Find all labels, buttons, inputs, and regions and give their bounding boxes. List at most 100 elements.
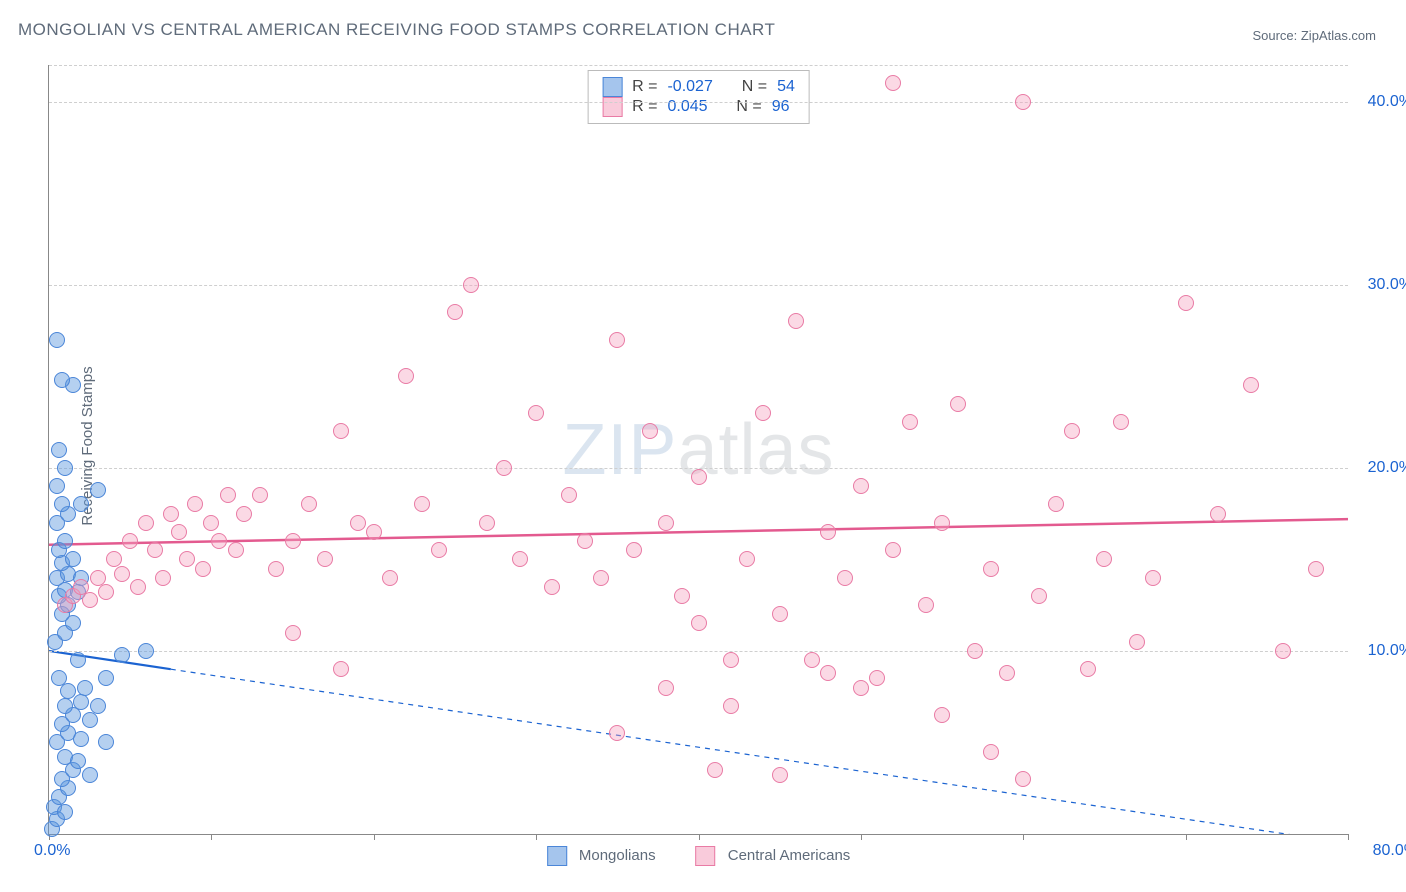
y-tick-label: 20.0% [1353,459,1406,477]
data-point-central-american [187,496,203,512]
data-point-central-american [285,533,301,549]
data-point-mongolian [54,372,70,388]
y-tick-label: 10.0% [1353,642,1406,660]
data-point-central-american [1015,94,1031,110]
data-point-central-american [220,487,236,503]
data-point-central-american [853,478,869,494]
swatch-blue-icon [602,77,622,97]
data-point-central-american [138,515,154,531]
source-link[interactable]: ZipAtlas.com [1301,28,1376,43]
data-point-central-american [195,561,211,577]
data-point-central-american [317,551,333,567]
scatter-plot-area: ZIPatlas R = -0.027 N = 54 R = 0.045 N =… [48,65,1348,835]
n-label: N = [742,78,767,96]
data-point-central-american [114,566,130,582]
legend-label-central-americans: Central Americans [728,847,851,864]
data-point-central-american [398,368,414,384]
data-point-central-american [179,551,195,567]
data-point-central-american [1080,661,1096,677]
data-point-central-american [593,570,609,586]
watermark-zip: ZIP [562,410,677,490]
data-point-central-american [98,584,114,600]
data-point-central-american [528,405,544,421]
gridline-horizontal [49,65,1348,66]
data-point-mongolian [70,753,86,769]
chart-title: MONGOLIAN VS CENTRAL AMERICAN RECEIVING … [18,20,775,40]
data-point-central-american [350,515,366,531]
data-point-central-american [609,332,625,348]
gridline-horizontal [49,102,1348,103]
data-point-central-american [804,652,820,668]
x-tick [861,834,862,840]
data-point-central-american [642,423,658,439]
data-point-mongolian [51,442,67,458]
x-axis-max-label: 80.0% [1358,842,1406,860]
data-point-central-american [122,533,138,549]
x-tick [374,834,375,840]
data-point-central-american [333,423,349,439]
data-point-central-american [155,570,171,586]
data-point-mongolian [57,698,73,714]
data-point-mongolian [60,683,76,699]
data-point-mongolian [73,496,89,512]
swatch-pink-icon [696,846,716,866]
data-point-central-american [512,551,528,567]
data-point-central-american [934,515,950,531]
data-point-mongolian [98,670,114,686]
data-point-central-american [723,698,739,714]
r-value-mongolians: -0.027 [667,78,712,96]
data-point-central-american [999,665,1015,681]
data-point-central-american [463,277,479,293]
x-tick [211,834,212,840]
trend-line-mongolians-dashed [171,669,1348,834]
data-point-central-american [90,570,106,586]
data-point-central-american [983,744,999,760]
x-tick [1348,834,1349,840]
data-point-central-american [772,767,788,783]
trend-line-central-americans [49,519,1348,545]
data-point-mongolian [82,767,98,783]
data-point-central-american [130,579,146,595]
data-point-central-american [163,506,179,522]
x-tick [1023,834,1024,840]
gridline-horizontal [49,651,1348,652]
x-tick [1186,834,1187,840]
data-point-central-american [691,469,707,485]
x-axis-min-label: 0.0% [34,842,70,860]
data-point-central-american [902,414,918,430]
data-point-central-american [82,592,98,608]
data-point-central-american [203,515,219,531]
data-point-central-american [853,680,869,696]
data-point-mongolian [57,804,73,820]
data-point-central-american [707,762,723,778]
data-point-central-american [1031,588,1047,604]
data-point-central-american [268,561,284,577]
data-point-mongolian [98,734,114,750]
y-tick-label: 30.0% [1353,276,1406,294]
data-point-central-american [967,643,983,659]
data-point-central-american [691,615,707,631]
data-point-central-american [414,496,430,512]
data-point-central-american [609,725,625,741]
x-tick [536,834,537,840]
data-point-central-american [1145,570,1161,586]
trend-lines-svg [49,65,1348,834]
data-point-central-american [983,561,999,577]
n-value-mongolians: 54 [777,78,795,96]
swatch-blue-icon [547,846,567,866]
data-point-central-american [772,606,788,622]
data-point-central-american [674,588,690,604]
data-point-central-american [211,533,227,549]
legend-item-central-americans: Central Americans [696,846,851,866]
data-point-mongolian [138,643,154,659]
data-point-central-american [479,515,495,531]
legend-row-mongolians: R = -0.027 N = 54 [602,77,795,97]
data-point-central-american [236,506,252,522]
data-point-central-american [1129,634,1145,650]
data-point-central-american [106,551,122,567]
data-point-mongolian [57,460,73,476]
data-point-mongolian [65,551,81,567]
data-point-central-american [788,313,804,329]
data-point-central-american [626,542,642,558]
data-point-central-american [171,524,187,540]
